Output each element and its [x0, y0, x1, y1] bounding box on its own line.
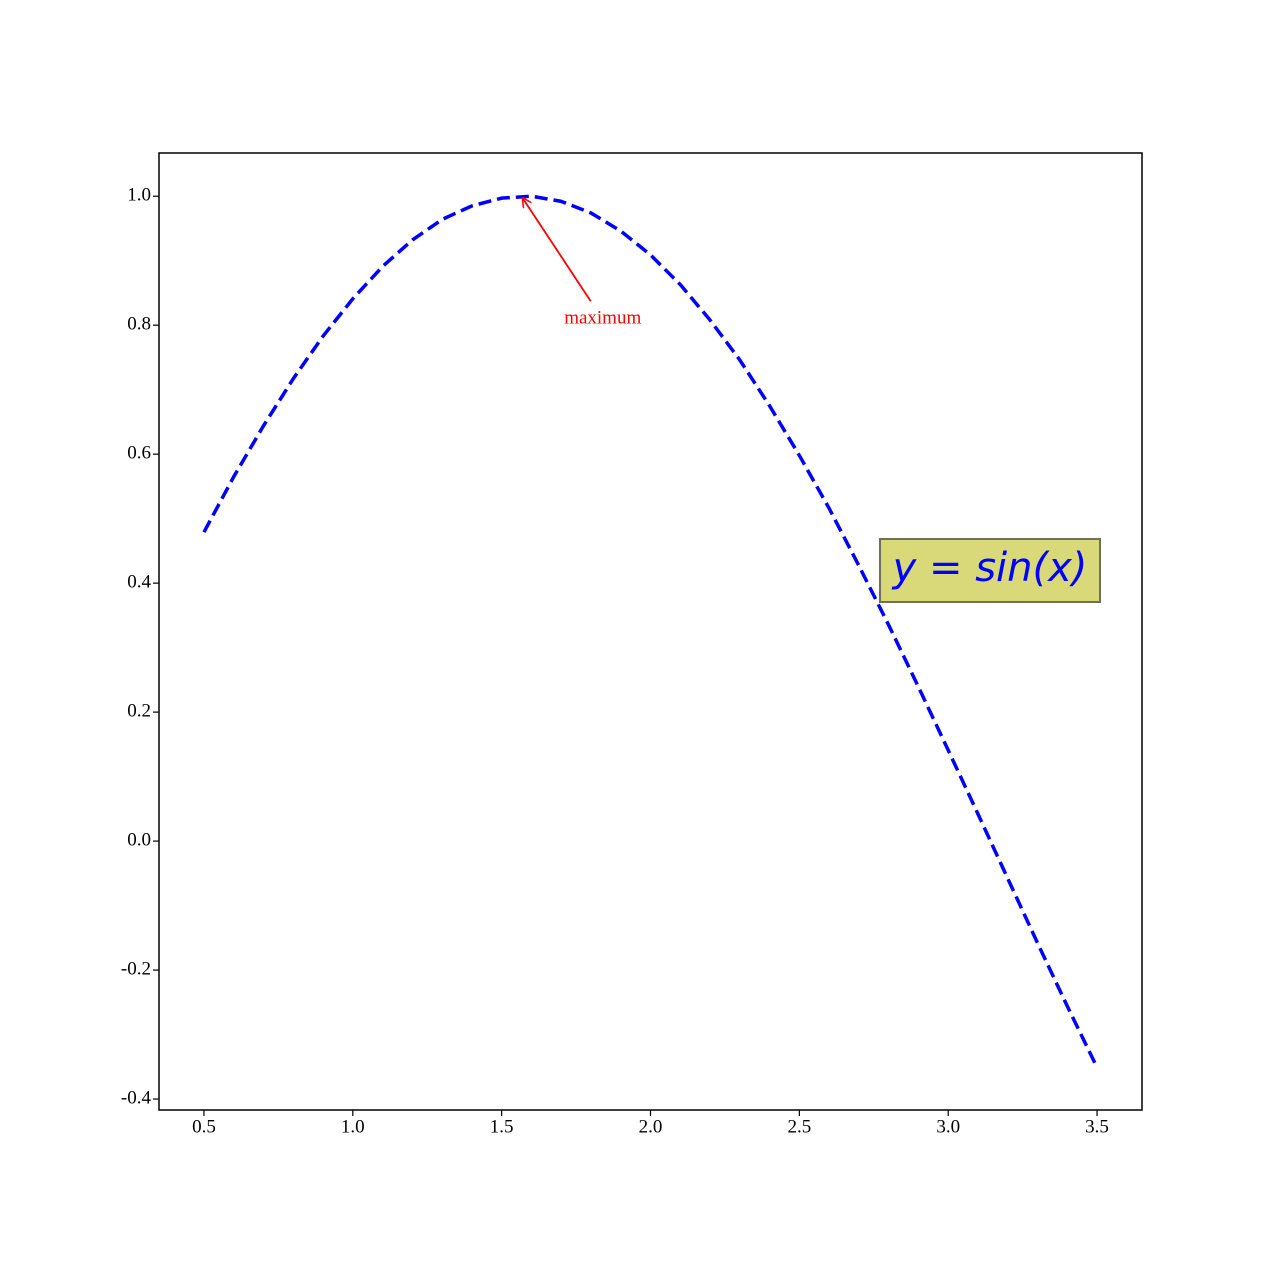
annotation-text: maximum	[564, 308, 641, 329]
x-tick-label: 3.5	[1085, 1116, 1109, 1137]
y-tick-label: 0.6	[127, 443, 151, 464]
y-tick-label: 0.2	[127, 700, 151, 721]
x-tick-label: 2.5	[787, 1116, 811, 1137]
y-tick-label: 1.0	[127, 185, 151, 206]
x-tick-label: 1.0	[341, 1116, 365, 1137]
x-tick-label: 1.5	[490, 1116, 514, 1137]
text-box	[879, 538, 1101, 603]
y-tick-label: 0.0	[127, 829, 151, 850]
annotation-arrow	[523, 198, 592, 302]
y-tick-label: -0.4	[121, 1087, 152, 1108]
y-tick-label: -0.2	[121, 958, 151, 979]
y-tick-label: 0.8	[127, 314, 151, 335]
text-box-label: y = sin(x)	[892, 545, 1088, 591]
y-tick-label: 0.4	[127, 571, 151, 592]
plot-frame	[158, 152, 1143, 1111]
x-tick-label: 2.0	[639, 1116, 663, 1137]
x-tick-label: 3.0	[936, 1116, 960, 1137]
x-tick-label: 0.5	[192, 1116, 216, 1137]
line-series	[202, 194, 1099, 1069]
